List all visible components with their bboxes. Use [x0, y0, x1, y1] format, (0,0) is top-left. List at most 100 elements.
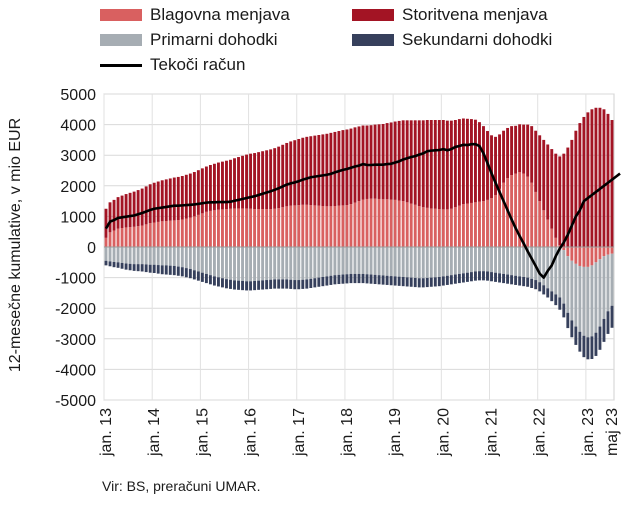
bar-storitvena-menjava	[437, 120, 441, 210]
bar-sekundarni-dohodki	[421, 278, 425, 288]
bar-blagovna-menjava	[249, 208, 253, 247]
bar-blagovna-menjava	[514, 173, 518, 247]
bar-storitvena-menjava	[317, 135, 321, 206]
bar-primarni-dohodki	[433, 247, 437, 278]
bar-blagovna-menjava	[108, 232, 112, 247]
bar-primarni-dohodki	[321, 247, 325, 277]
y-axis-label: 12-mesečne kumulative, v mio EUR	[7, 117, 24, 373]
bar-storitvena-menjava	[610, 120, 614, 247]
bar-primarni-dohodki	[598, 259, 602, 327]
bar-primarni-dohodki	[514, 247, 518, 276]
bar-sekundarni-dohodki	[265, 280, 269, 290]
bar-sekundarni-dohodki	[369, 274, 373, 284]
bar-primarni-dohodki	[337, 247, 341, 275]
bar-primarni-dohodki	[212, 247, 216, 277]
bar-sekundarni-dohodki	[345, 274, 349, 284]
bar-primarni-dohodki	[200, 247, 204, 273]
bar-sekundarni-dohodki	[229, 279, 232, 289]
bar-primarni-dohodki	[285, 247, 289, 280]
bar-blagovna-menjava	[257, 209, 261, 247]
bar-blagovna-menjava	[502, 182, 506, 247]
bar-primarni-dohodki	[281, 247, 285, 280]
bar-primarni-dohodki	[461, 247, 465, 274]
bar-storitvena-menjava	[405, 120, 409, 203]
bar-sekundarni-dohodki	[333, 275, 337, 285]
bar-storitvena-menjava	[289, 141, 293, 206]
bar-storitvena-menjava	[542, 139, 546, 211]
bar-storitvena-menjava	[518, 124, 522, 173]
bar-storitvena-menjava	[253, 153, 257, 210]
bar-sekundarni-dohodki	[217, 277, 220, 287]
bar-sekundarni-dohodki	[140, 264, 144, 272]
bar-storitvena-menjava	[172, 177, 176, 221]
bar-primarni-dohodki	[429, 247, 433, 278]
bar-blagovna-menjava	[510, 175, 514, 247]
bar-sekundarni-dohodki	[305, 279, 309, 289]
bar-primarni-dohodki	[116, 247, 120, 263]
bar-blagovna-menjava	[337, 205, 341, 247]
bar-primarni-dohodki	[574, 263, 578, 327]
bar-blagovna-menjava	[369, 198, 373, 247]
bar-storitvena-menjava	[385, 123, 389, 200]
bar-primarni-dohodki	[144, 247, 148, 265]
bar-primarni-dohodki	[469, 247, 473, 273]
bar-storitvena-menjava	[309, 136, 313, 206]
bar-sekundarni-dohodki	[289, 279, 293, 289]
bar-blagovna-menjava	[594, 247, 598, 263]
bar-sekundarni-dohodki	[534, 280, 538, 290]
bar-blagovna-menjava	[598, 247, 602, 260]
bar-sekundarni-dohodki	[180, 267, 184, 277]
bar-blagovna-menjava	[474, 202, 477, 247]
bar-storitvena-menjava	[196, 170, 200, 215]
bar-primarni-dohodki	[357, 247, 361, 274]
bar-blagovna-menjava	[289, 205, 293, 247]
bar-storitvena-menjava	[586, 112, 590, 247]
bar-storitvena-menjava	[168, 178, 172, 221]
bar-blagovna-menjava	[498, 188, 501, 247]
bar-primarni-dohodki	[602, 256, 606, 319]
x-tick-label: maj 23	[604, 408, 621, 456]
bar-blagovna-menjava	[241, 208, 244, 247]
bar-sekundarni-dohodki	[116, 262, 120, 268]
bar-storitvena-menjava	[321, 134, 325, 206]
source-note: Vir: BS, preračuni UMAR.	[102, 478, 261, 494]
y-tick-label: 1000	[60, 209, 96, 226]
bar-storitvena-menjava	[421, 120, 425, 208]
bar-blagovna-menjava	[357, 201, 361, 247]
bar-sekundarni-dohodki	[582, 335, 586, 358]
bar-sekundarni-dohodki	[172, 265, 176, 276]
bar-sekundarni-dohodki	[245, 281, 249, 291]
bar-sekundarni-dohodki	[297, 280, 301, 290]
bar-storitvena-menjava	[273, 148, 277, 209]
bar-storitvena-menjava	[108, 202, 112, 233]
bar-sekundarni-dohodki	[550, 291, 554, 302]
bar-primarni-dohodki	[241, 247, 244, 281]
bar-blagovna-menjava	[562, 247, 566, 251]
bar-storitvena-menjava	[184, 174, 188, 219]
bar-primarni-dohodki	[293, 247, 297, 281]
legend-swatch-storitvena	[352, 9, 394, 21]
bar-primarni-dohodki	[453, 247, 457, 275]
bar-sekundarni-dohodki	[574, 326, 578, 345]
bar-sekundarni-dohodki	[192, 270, 196, 280]
bar-primarni-dohodki	[590, 265, 594, 337]
y-tick-label: 4000	[60, 118, 96, 135]
bar-blagovna-menjava	[116, 228, 120, 247]
bar-sekundarni-dohodki	[317, 277, 321, 287]
bar-primarni-dohodki	[225, 247, 228, 280]
bar-sekundarni-dohodki	[558, 297, 562, 310]
bar-blagovna-menjava	[124, 227, 128, 247]
bar-primarni-dohodki	[558, 247, 562, 298]
bar-primarni-dohodki	[538, 247, 542, 283]
bar-sekundarni-dohodki	[393, 276, 397, 286]
bar-storitvena-menjava	[229, 159, 232, 209]
bar-storitvena-menjava	[156, 181, 160, 222]
bar-storitvena-menjava	[461, 118, 465, 205]
bar-sekundarni-dohodki	[277, 279, 281, 289]
bar-primarni-dohodki	[261, 247, 265, 281]
bar-sekundarni-dohodki	[457, 273, 461, 284]
bar-sekundarni-dohodki	[321, 276, 325, 287]
bar-storitvena-menjava	[365, 125, 369, 199]
bar-primarni-dohodki	[305, 247, 309, 280]
bar-primarni-dohodki	[313, 247, 317, 279]
